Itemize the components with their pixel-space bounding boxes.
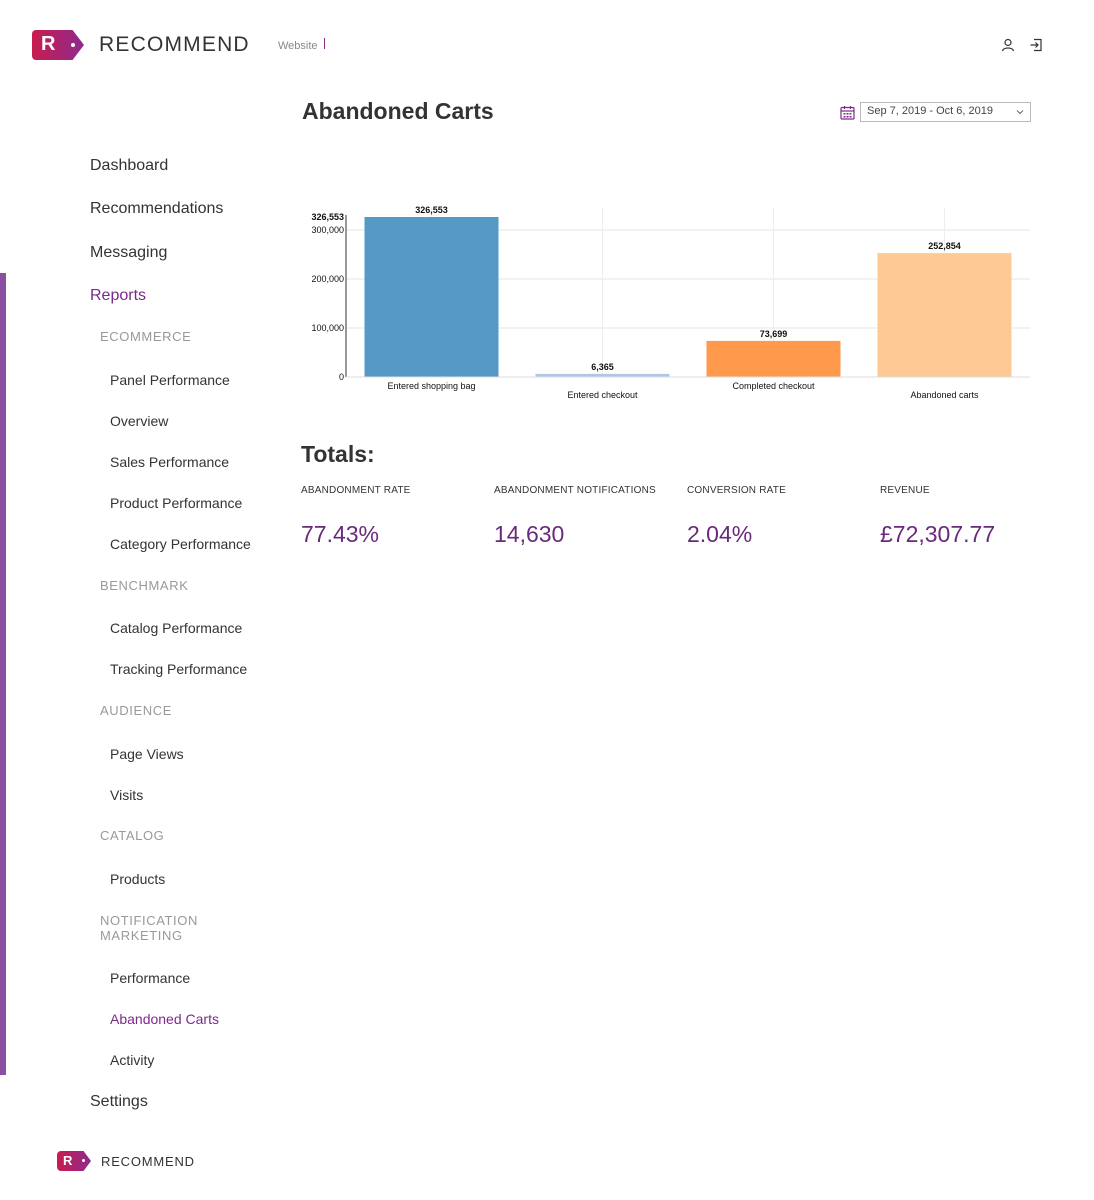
- nav-visits[interactable]: Visits: [110, 787, 144, 803]
- metric-conversion-rate: CONVERSION RATE 2.04%: [687, 485, 877, 548]
- x-tick-label: Entered checkout: [567, 390, 638, 400]
- section-catalog: CATALOG: [100, 828, 165, 843]
- y-tick-label: 300,000: [311, 225, 344, 235]
- logo-letter: R: [63, 1153, 73, 1168]
- nav-messaging[interactable]: Messaging: [90, 244, 168, 261]
- x-tick-label: Entered shopping bag: [387, 381, 475, 391]
- nav-recommendations[interactable]: Recommendations: [90, 200, 224, 217]
- sidebar-active-indicator: [0, 273, 6, 1075]
- nav-product-performance[interactable]: Product Performance: [110, 495, 243, 511]
- nav-panel-performance[interactable]: Panel Performance: [110, 372, 230, 388]
- metric-abandonment-rate: ABANDONMENT RATE 77.43%: [301, 485, 491, 548]
- metric-label: ABANDONMENT RATE: [301, 485, 411, 496]
- nav-overview[interactable]: Overview: [110, 413, 169, 429]
- bar: [706, 340, 841, 377]
- nav-reports[interactable]: Reports: [90, 287, 147, 304]
- bar-value-label: 73,699: [760, 329, 788, 339]
- x-tick-label: Completed checkout: [732, 381, 815, 391]
- section-notification-marketing: NOTIFICATION MARKETING: [100, 913, 198, 943]
- footer-logo[interactable]: R RECOMMEND: [57, 1151, 195, 1171]
- metric-label: REVENUE: [880, 485, 930, 496]
- nav-category-performance[interactable]: Category Performance: [110, 536, 251, 552]
- metric-value: 77.43%: [301, 521, 380, 547]
- footer-brand-name: RECOMMEND: [101, 1153, 195, 1169]
- y-tick-label: 100,000: [311, 323, 344, 333]
- chevron-down-icon: [1016, 110, 1024, 115]
- bar-value-label: 6,365: [591, 362, 614, 372]
- metric-revenue: REVENUE £72,307.77: [880, 485, 1070, 548]
- date-range-select[interactable]: Sep 7, 2019 - Oct 6, 2019: [860, 102, 1031, 122]
- funnel-chart: 0 100,000 200,000 300,000 326,553 326,553 Ente…: [300, 200, 1040, 410]
- logo-badge-icon: R: [57, 1151, 91, 1171]
- bar: [877, 253, 1012, 377]
- nav-sales-performance[interactable]: Sales Performance: [110, 454, 230, 470]
- nav-page-views[interactable]: Page Views: [110, 746, 184, 762]
- bar: [364, 217, 499, 377]
- nav-settings[interactable]: Settings: [90, 1093, 148, 1110]
- nav-activity[interactable]: Activity: [110, 1052, 155, 1068]
- bar-value-label: 252,854: [928, 241, 961, 251]
- text-cursor-icon: [324, 38, 325, 49]
- page-title: Abandoned Carts: [302, 98, 494, 124]
- brand-name: RECOMMEND: [99, 33, 250, 56]
- section-benchmark: BENCHMARK: [100, 578, 189, 593]
- funnel-chart-svg: 0 100,000 200,000 300,000 326,553 326,553 Ente…: [311, 205, 1030, 400]
- metric-label: ABANDONMENT NOTIFICATIONS: [494, 485, 656, 496]
- nav-performance[interactable]: Performance: [110, 970, 191, 986]
- metric-value: 2.04%: [687, 521, 753, 547]
- date-range-picker[interactable]: Sep 7, 2019 - Oct 6, 2019: [840, 102, 1031, 122]
- nav-abandoned-carts[interactable]: Abandoned Carts: [110, 1011, 219, 1027]
- nav-tracking-performance[interactable]: Tracking Performance: [110, 661, 248, 677]
- section-ecommerce: ECOMMERCE: [100, 329, 192, 344]
- calendar-icon[interactable]: [840, 105, 855, 120]
- metric-label: CONVERSION RATE: [687, 485, 786, 496]
- user-icon[interactable]: [1001, 38, 1015, 52]
- date-range-value: Sep 7, 2019 - Oct 6, 2019: [867, 105, 993, 117]
- brand-logo[interactable]: R RECOMMEND: [32, 30, 250, 60]
- logout-icon[interactable]: [1029, 38, 1043, 52]
- site-selector[interactable]: Website: [278, 40, 318, 52]
- logo-dot: [71, 43, 75, 47]
- nav-products[interactable]: Products: [110, 871, 166, 887]
- section-audience: AUDIENCE: [100, 703, 172, 718]
- y-tick-label: 326,553: [311, 212, 344, 222]
- y-tick-label: 0: [339, 372, 344, 382]
- x-tick-label: Abandoned carts: [910, 390, 979, 400]
- bar-value-label: 326,553: [415, 205, 448, 215]
- logo-dot: [82, 1159, 85, 1162]
- metric-value: £72,307.77: [880, 521, 996, 547]
- bar: [535, 373, 670, 377]
- y-tick-label: 200,000: [311, 274, 344, 284]
- metric-value: 14,630: [494, 521, 565, 547]
- metric-abandonment-notifications: ABANDONMENT NOTIFICATIONS 14,630: [494, 485, 684, 548]
- nav-dashboard[interactable]: Dashboard: [90, 157, 169, 174]
- logo-letter: R: [41, 33, 56, 55]
- nav-catalog-performance[interactable]: Catalog Performance: [110, 620, 243, 636]
- logo-badge-icon: R: [32, 30, 84, 60]
- totals-title: Totals:: [301, 441, 375, 467]
